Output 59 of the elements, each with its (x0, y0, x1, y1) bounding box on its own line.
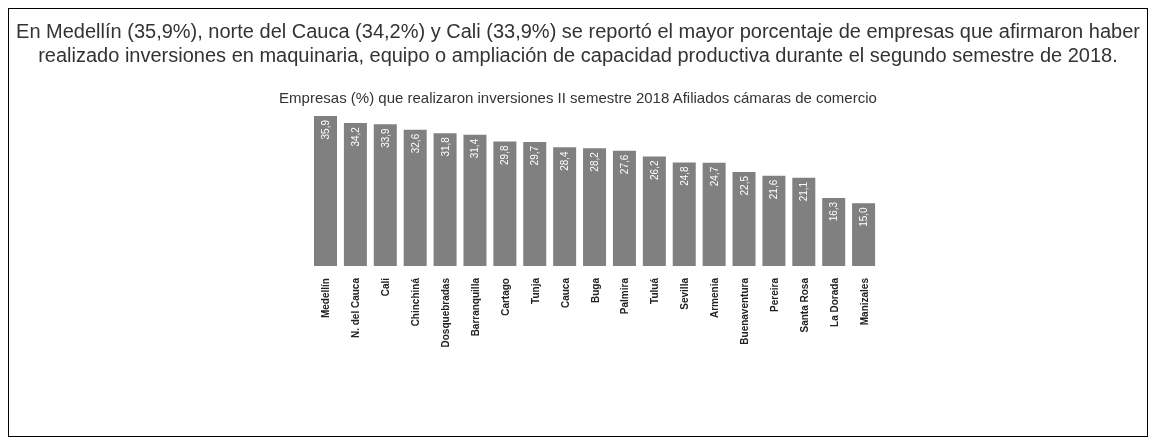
x-tick-label: Cali (380, 277, 392, 297)
x-tick-label: Buenaventura (738, 277, 750, 345)
bar (792, 177, 816, 266)
x-tick-label: Cauca (559, 277, 571, 309)
x-tick-label: N. del Cauca (350, 277, 362, 339)
x-tick-label: Santa Rosa (798, 277, 810, 333)
data-label: 29,7 (529, 145, 541, 166)
bar (642, 156, 666, 266)
x-tick-label: Buga (589, 277, 601, 303)
x-tick-label: La Dorada (828, 277, 840, 327)
data-label: 22,5 (738, 175, 750, 196)
bar (463, 134, 487, 266)
bar (762, 175, 786, 266)
data-label: 28,2 (589, 151, 601, 172)
bar (702, 162, 726, 266)
bar (553, 147, 577, 266)
chart-subtitle: Empresas (%) que realizaron inversiones II semestre 2018 Afiliados cámaras de comercio (278, 89, 878, 106)
data-label: 35,9 (320, 119, 331, 140)
data-label: 27,6 (618, 154, 630, 175)
bar (852, 203, 876, 266)
data-label: 33,9 (379, 127, 391, 148)
bar (583, 148, 607, 266)
data-label: 21,6 (768, 179, 780, 200)
bar (822, 197, 846, 266)
x-tick-label: Tunja (529, 277, 541, 304)
data-label: 24,7 (708, 166, 720, 187)
x-tick-label: Manizales (858, 277, 870, 326)
x-tick-label: Dosquebradas (440, 277, 452, 348)
bar (403, 129, 427, 266)
bar (732, 171, 756, 266)
bar (343, 123, 367, 266)
data-label: 29,8 (499, 145, 511, 165)
x-tick-label: Barranquilla (469, 277, 481, 337)
x-tick-label: Tuluá (649, 277, 661, 304)
bar (314, 116, 337, 266)
chart-title: En Medellín (35,9%), norte del Cauca (34,2%) y Cali (33,9%) se reportó el mayor porcentaje de empresas que afirmaron haber realizado inversiones en maquinaria, equipo o ampliación de capacidad productiva durante el segundo semestre de 2018. (15, 19, 1141, 67)
data-label: 26,2 (648, 160, 660, 180)
data-label: 31,4 (469, 138, 481, 159)
bar (373, 124, 397, 266)
bar (672, 162, 696, 266)
data-label: 15,0 (858, 206, 870, 227)
x-tick-label: Cartago (499, 278, 511, 316)
data-label: 32,6 (409, 133, 421, 154)
data-label: 24,8 (678, 165, 690, 186)
bar (493, 141, 517, 266)
x-tick-label: Sevilla (679, 277, 691, 310)
bar (433, 133, 457, 266)
x-tick-label: Pereira (768, 277, 780, 312)
data-label: 16,3 (828, 201, 840, 222)
x-tick-label: Chinchiná (410, 277, 422, 327)
data-label: 34,2 (349, 126, 361, 147)
x-tick-label: Armenia (709, 277, 721, 319)
bar (612, 150, 636, 266)
data-label: 31,8 (439, 136, 451, 157)
x-tick-label: Palmira (619, 277, 631, 315)
bar (523, 141, 547, 266)
data-label: 21,1 (798, 181, 810, 202)
x-tick-label: Medellín (320, 278, 332, 319)
data-label: 28,4 (559, 150, 571, 171)
